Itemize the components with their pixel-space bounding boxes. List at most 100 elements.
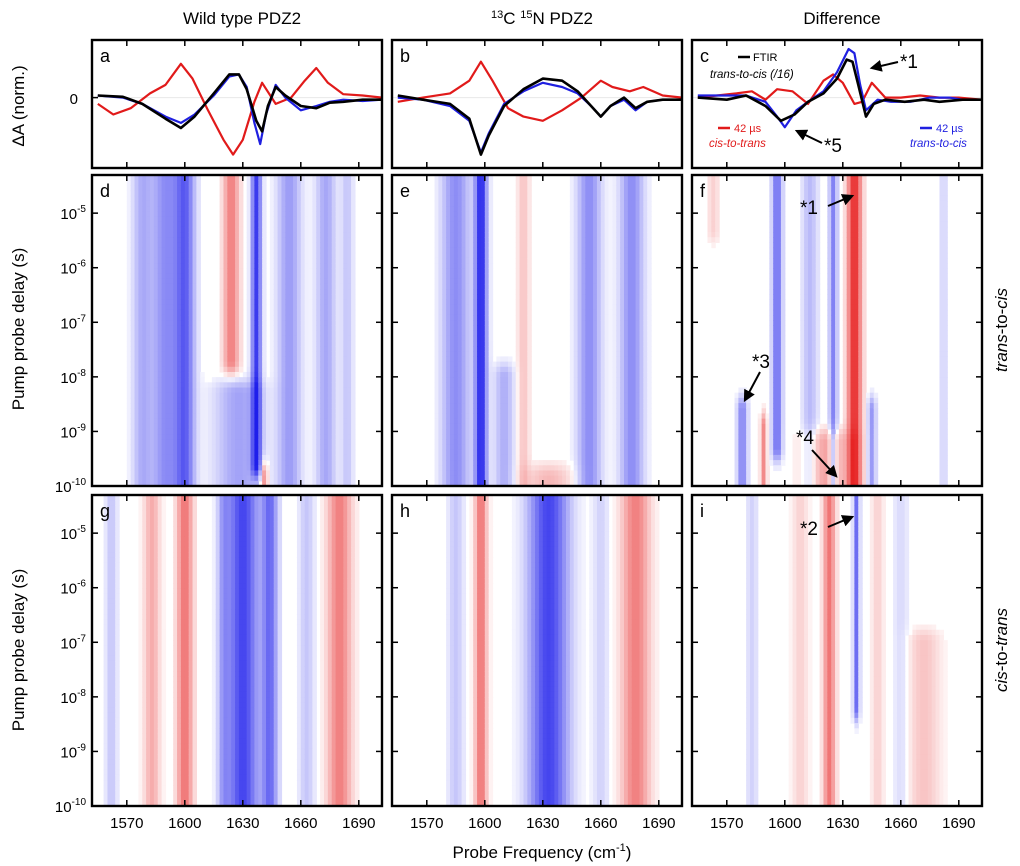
heatmap-cell: [504, 423, 509, 430]
heatmap-cell: [488, 325, 494, 332]
heatmap-cell: [577, 190, 583, 197]
heatmap-cell: [266, 387, 271, 394]
heatmap-cell: [351, 361, 356, 368]
heatmap-cell: [289, 387, 294, 394]
heatmap-cell: [327, 439, 333, 446]
heatmap-cell: [281, 211, 286, 218]
heatmap-cell: [285, 454, 290, 461]
heatmap-cell: [343, 366, 348, 373]
heatmap-cell: [515, 294, 521, 300]
heatmap-cell: [169, 195, 174, 202]
heatmap-cell: [134, 397, 139, 404]
heatmap-cell: [442, 206, 447, 212]
heatmap-cell: [138, 226, 143, 233]
heatmap-cell: [438, 175, 443, 181]
heatmap-cell: [347, 232, 352, 238]
heatmap-cell: [343, 346, 348, 352]
heatmap-cell: [300, 346, 306, 352]
heatmap-cell: [223, 382, 228, 389]
heatmap-cell: [196, 387, 201, 394]
heatmap-cell: [343, 226, 348, 233]
heatmap-cell: [438, 428, 443, 435]
heatmap-cell: [446, 206, 451, 212]
heatmap-cell: [246, 257, 252, 264]
heatmap-cell: [165, 211, 170, 218]
heatmap-cell: [477, 449, 482, 456]
heatmap-cell: [569, 392, 575, 399]
heatmap-cell: [177, 387, 182, 394]
heatmap-cell: [258, 242, 263, 249]
heatmap-cell: [173, 361, 178, 368]
heatmap-cell: [351, 413, 356, 420]
heatmap-cell: [165, 475, 170, 482]
heatmap-cell: [484, 185, 490, 192]
heatmap-cell: [569, 418, 575, 425]
heatmap-cell: [134, 330, 139, 337]
heatmap-cell: [457, 206, 463, 212]
heatmap-cell: [219, 206, 225, 212]
heatmap-cell: [527, 242, 532, 249]
heatmap-cell: [327, 403, 333, 409]
legend-ftir-label: FTIR: [753, 52, 777, 64]
heatmap-cell: [227, 361, 232, 368]
heatmap-cell: [200, 449, 205, 456]
heatmap-cell: [296, 418, 302, 425]
column-title-n15-sup: 15: [520, 9, 532, 21]
heatmap-cell: [134, 211, 139, 218]
heatmap-cell: [434, 206, 439, 212]
heatmap-cell: [219, 180, 225, 186]
heatmap-cell: [327, 351, 333, 358]
heatmap-cell: [293, 195, 298, 202]
heatmap-cell: [573, 268, 579, 275]
heatmap-cell: [308, 314, 313, 321]
heatmap-cell: [134, 454, 139, 461]
heatmap-cell: [577, 278, 583, 285]
heatmap-cell: [231, 216, 236, 223]
heatmap-cell: [173, 346, 178, 352]
heatmap-cell: [327, 330, 333, 337]
heatmap-cell: [192, 309, 197, 316]
heatmap-cell: [277, 428, 283, 435]
heatmap-cell: [347, 190, 352, 197]
heatmap-cell: [246, 252, 252, 259]
heatmap-cell: [204, 403, 209, 409]
heatmap-cell: [496, 439, 501, 446]
heatmap-cell: [442, 325, 447, 332]
heatmap-cell: [477, 304, 482, 311]
heatmap-cell: [130, 175, 136, 181]
heatmap-cell: [339, 439, 344, 446]
heatmap-cell: [126, 190, 132, 197]
heatmap-cell: [184, 263, 190, 269]
heatmap-cell: [273, 408, 279, 415]
heatmap-cell: [465, 356, 470, 363]
heatmap-cell: [254, 252, 259, 259]
heatmap-cell: [473, 257, 478, 264]
heatmap-cell: [235, 361, 240, 368]
heatmap-cell: [351, 434, 356, 440]
heatmap-cell: [273, 180, 279, 186]
heatmap-cell: [554, 480, 559, 487]
heatmap-cell: [142, 232, 147, 238]
heatmap-cell: [347, 465, 352, 472]
heatmap-cell: [573, 361, 579, 368]
heatmap-cell: [343, 247, 348, 254]
heatmap-cell: [343, 190, 348, 197]
heatmap-cell: [477, 175, 482, 181]
heatmap-cell: [477, 299, 482, 306]
heatmap-cell: [480, 263, 486, 269]
legend-panel-c: FTIR trans-to-cis (/16) 42 µs cis-to-tra…: [709, 52, 967, 150]
heatmap-cell: [469, 454, 474, 461]
heatmap-cell: [273, 475, 279, 482]
heatmap-cell: [165, 325, 170, 332]
heatmap-cell: [457, 180, 463, 186]
heatmap-cell: [258, 278, 263, 285]
heatmap-cell: [215, 428, 221, 435]
heatmap-cell: [527, 299, 532, 306]
heatmap-cell: [235, 460, 240, 466]
heatmap-cell: [488, 190, 494, 197]
heatmap-cell: [450, 206, 455, 212]
heatmap-cell: [254, 278, 259, 285]
heatmap-cell: [469, 257, 474, 264]
heatmap-cell: [484, 278, 490, 285]
heatmap-cell: [477, 335, 482, 342]
